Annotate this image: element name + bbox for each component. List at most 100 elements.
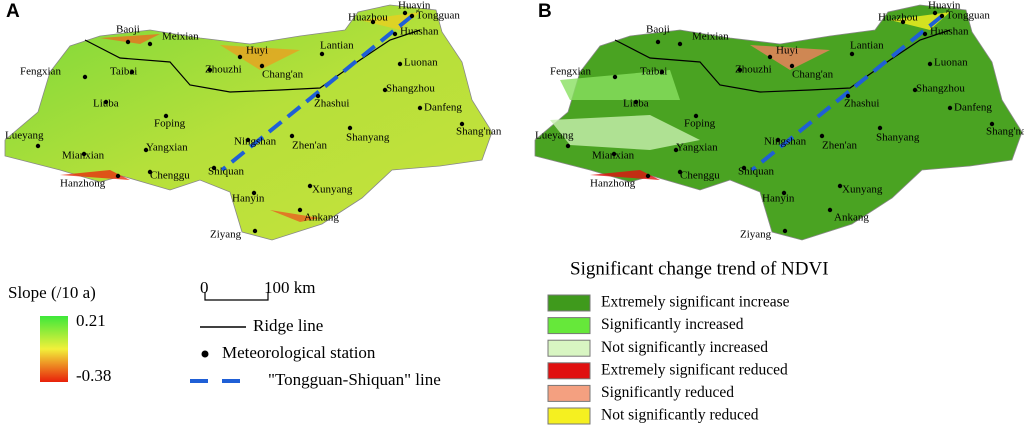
land-patch: [270, 210, 320, 222]
station-name: Shanyang: [346, 132, 390, 144]
ridge-line: [614, 29, 951, 93]
station-dot: [827, 207, 833, 213]
legend-label: Significantly reduced: [601, 384, 734, 401]
legend-swatch: [547, 407, 591, 425]
station-dot: [775, 137, 781, 143]
legend-title: Slope (/10 a): [8, 283, 96, 302]
station-name: Fengxian: [550, 66, 591, 78]
station-dot: [315, 93, 321, 99]
station-dot: [147, 169, 153, 175]
station-dot: [612, 74, 618, 80]
station-dot: [922, 31, 928, 37]
station-dot: [673, 147, 679, 153]
station-dot: [252, 228, 258, 234]
station-name: Ziyang: [740, 229, 772, 241]
station-name: Taibai: [640, 66, 667, 78]
station-name: Hanyin: [762, 193, 795, 205]
station-name: Zhouzhi: [735, 64, 772, 76]
legend-swatch: [547, 317, 591, 335]
station-name: Fengxian: [20, 66, 61, 78]
station-name: Danfeng: [424, 102, 462, 114]
scale-bar: [204, 292, 269, 301]
station-name: Baoji: [116, 24, 140, 36]
station-name: Xunyang: [312, 184, 353, 196]
station-dot: [82, 74, 88, 80]
station-dot: [245, 137, 251, 143]
station-dot: [565, 143, 571, 149]
tongguan-shiquan-line: [750, 14, 944, 172]
station-dot: [409, 13, 415, 19]
station-name: Hanyin: [232, 193, 265, 205]
station-dot: [370, 19, 376, 25]
legend-label: Extremely significant reduced: [601, 361, 788, 378]
station-name: Hanzhong: [60, 178, 106, 190]
station-name: Mianxian: [592, 150, 635, 162]
land-patch: [750, 45, 830, 70]
region: [534, 4, 1023, 241]
station-name: Huyi: [776, 45, 798, 57]
station-dot: [392, 31, 398, 37]
station-name: Foping: [154, 118, 186, 130]
station-dot: [319, 51, 325, 57]
station-name: Shang'nan: [986, 126, 1024, 138]
station-name: Huayin: [928, 0, 961, 12]
station-dot: [877, 125, 883, 131]
station-name: Yangxian: [146, 142, 188, 154]
station-dot: [397, 61, 403, 67]
station-name: Baoji: [646, 24, 670, 36]
station-dot: [147, 41, 153, 47]
station-dot: [819, 133, 825, 139]
station-dot: [655, 39, 661, 45]
station-name: Huazhou: [878, 12, 918, 24]
station-name: Shiquan: [208, 166, 245, 178]
station-name: Ankang: [834, 212, 869, 224]
station-dot: [693, 113, 699, 119]
ridge-line: [84, 29, 421, 93]
station-name: Lueyang: [535, 130, 574, 142]
station-name: Meixian: [162, 31, 199, 43]
station-dot: [633, 99, 639, 105]
station-dot: [259, 63, 265, 69]
station-dot: [947, 105, 953, 111]
station-name: Zhen'an: [292, 140, 327, 152]
station-dot: [737, 67, 743, 73]
station-name: Mianxian: [62, 150, 105, 162]
station-name: Ziyang: [210, 229, 242, 241]
station-name: Ningshan: [764, 136, 807, 148]
legend-swatch: [547, 294, 591, 312]
station-dot: [781, 190, 787, 196]
station-name: Lueyang: [5, 130, 44, 142]
station-dot: [767, 54, 773, 60]
station-name: Foping: [684, 118, 716, 130]
station-name: Liuba: [93, 98, 119, 110]
station-dot: [645, 173, 651, 179]
station-dot: [125, 39, 131, 45]
station-dot: [251, 190, 257, 196]
station-name: Meixian: [692, 31, 729, 43]
legend-title: Significant change trend of NDVI: [570, 258, 829, 279]
station-name: Shanyang: [876, 132, 920, 144]
station-dot: [900, 19, 906, 25]
station-dot: [417, 105, 423, 111]
line-label: "Tongguan-Shiquan" line: [268, 370, 441, 389]
station-dot: [912, 87, 918, 93]
panel-label: B: [538, 1, 552, 22]
land-patch: [890, 12, 950, 30]
station-dot: [659, 69, 665, 75]
station-name: Zhashui: [844, 98, 879, 110]
land-patch: [360, 12, 420, 30]
station-name: Hanzhong: [590, 178, 636, 190]
legend-swatch: [547, 384, 591, 402]
station-name: Yangxian: [676, 142, 718, 154]
station-dot: [932, 10, 938, 16]
station-name: Chenggu: [680, 170, 720, 182]
station-dot: [402, 10, 408, 16]
station-name: Tongguan: [946, 10, 990, 22]
legend-label: Extremely significant increase: [601, 294, 790, 311]
station-dot: [789, 63, 795, 69]
station-name: Huyi: [246, 45, 268, 57]
station-name: Chenggu: [150, 170, 190, 182]
station-name: Danfeng: [954, 102, 992, 114]
